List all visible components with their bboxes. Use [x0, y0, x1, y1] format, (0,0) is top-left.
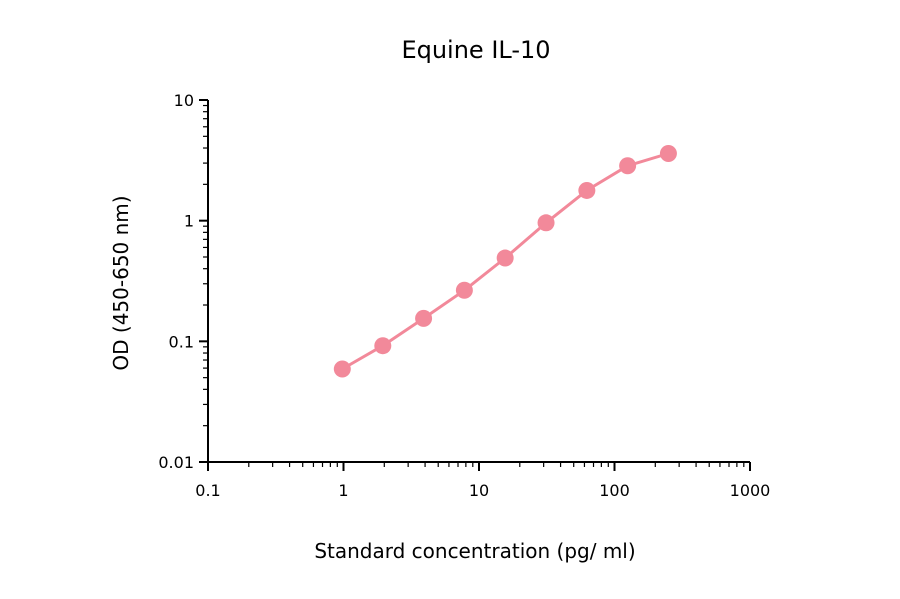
- series-group: [333, 145, 677, 378]
- x-axis-label: Standard concentration (pg/ ml): [314, 539, 635, 563]
- y-axis-label: OD (450-650 nm): [109, 195, 133, 370]
- data-point: [496, 249, 514, 267]
- data-point: [578, 181, 596, 199]
- data-point: [619, 157, 637, 175]
- data-point: [659, 145, 677, 163]
- x-tick-label: 10: [469, 481, 489, 500]
- y-tick-label: 0.01: [158, 453, 194, 472]
- data-point: [537, 214, 555, 232]
- data-point: [374, 337, 392, 355]
- y-tick-label: 1: [184, 212, 194, 231]
- data-point: [333, 360, 351, 378]
- x-tick-label: 0.1: [195, 481, 220, 500]
- data-point: [415, 309, 433, 327]
- x-tick-label: 1000: [730, 481, 771, 500]
- data-point: [455, 281, 473, 299]
- y-tick-label: 10: [174, 91, 194, 110]
- x-tick-label: 1: [338, 481, 348, 500]
- x-tick-label: 100: [599, 481, 630, 500]
- chart-title: Equine IL-10: [401, 36, 550, 64]
- y-tick-label: 0.1: [169, 332, 194, 351]
